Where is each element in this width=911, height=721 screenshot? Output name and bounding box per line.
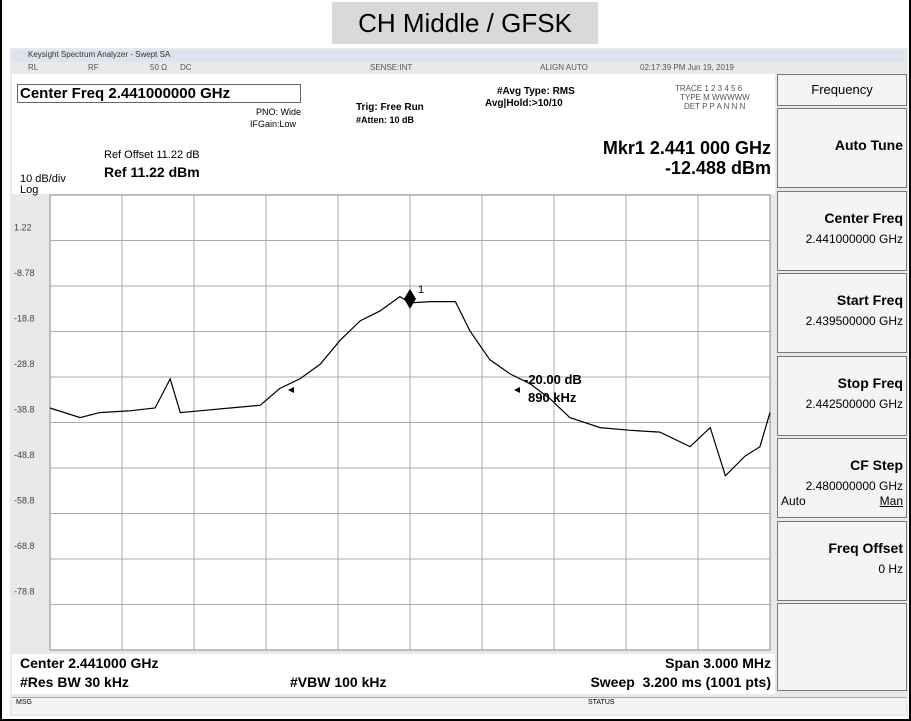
vbw: #VBW 100 kHz — [290, 674, 387, 690]
header-panel — [12, 74, 775, 194]
softkey-option: Man — [879, 494, 903, 508]
status-item: DC — [180, 63, 192, 72]
trace-row: TRACE 1 2 3 4 5 6 — [675, 84, 743, 93]
status-item: 02:17:39 PM Jun 19, 2019 — [640, 63, 734, 72]
y-tick-label: 1.22 — [14, 223, 32, 233]
softkey[interactable]: Freq Offset 0 Hz — [777, 520, 907, 601]
softkey[interactable]: CF Step 2.480000000 GHz Auto Man — [777, 438, 907, 518]
ref-offset: Ref Offset 11.22 dB — [104, 149, 200, 161]
marker-freq: Mkr1 2.441 000 GHz — [602, 138, 771, 158]
status-item: RL — [28, 63, 39, 72]
softkey-label: Freq Offset — [828, 539, 903, 556]
msg-bar — [12, 697, 906, 714]
y-tick-label: -58.8 — [14, 496, 35, 506]
footer-panel — [12, 654, 775, 694]
softkey-label: Stop Freq — [837, 374, 903, 391]
ndb-annotation: -20.00 dB — [524, 372, 582, 387]
y-tick-label: -18.8 — [14, 314, 35, 324]
softkey-option: Auto — [781, 494, 806, 508]
avg-type: #Avg Type: RMS — [497, 86, 575, 97]
y-tick-label: -78.8 — [14, 587, 35, 597]
msg: MSG — [16, 699, 32, 706]
window-bar — [12, 50, 906, 62]
status-item: SENSE:INT — [370, 63, 413, 72]
status-item: ALIGN AUTO — [540, 63, 588, 72]
y-tick-label: -48.8 — [14, 450, 35, 460]
ref-level: Ref 11.22 dBm — [104, 164, 200, 180]
trig: Trig: Free Run — [356, 102, 424, 113]
pno: PNO: Wide — [256, 107, 302, 117]
status-item: 50 Ω — [150, 63, 168, 72]
y-tick-label: -38.8 — [14, 405, 35, 415]
center-freq: Center Freq 2.441000000 GHz — [17, 84, 302, 103]
status-item: RF — [88, 63, 99, 72]
center: Center 2.441000 GHz — [20, 655, 159, 671]
softkey-value: 2.439500000 GHz — [805, 314, 903, 328]
softkey[interactable]: Stop Freq 2.442500000 GHz — [777, 355, 907, 436]
span: Span 3.000 MHz — [665, 655, 771, 671]
ndb-annotation: 890 kHz — [528, 390, 577, 405]
avg-hold: Avg|Hold:>10/10 — [485, 98, 563, 109]
softkey-value: 2.441000000 GHz — [805, 231, 903, 246]
softkey-value: 0 Hz — [878, 561, 903, 576]
marker — [404, 288, 416, 309]
marker-level: -12.488 dBm — [664, 158, 771, 178]
softkey-label: CF Step — [850, 457, 903, 473]
softkey-label: Auto Tune — [834, 137, 903, 153]
plot-area: 1.22 -8.78 -18.8 -28.8 -38.8 -48.8 -58.8 -68.8 -… — [14, 194, 771, 651]
det-row: DET P P A N N N — [684, 102, 746, 111]
log: Log — [20, 184, 39, 196]
status-label: STATUS — [588, 699, 615, 706]
softkey[interactable]: Start Freq 2.439500000 GHz — [777, 273, 907, 353]
window-title: Keysight Spectrum Analyzer - Swept SA — [28, 50, 171, 59]
softkey-value: 2.480000000 GHz — [805, 479, 903, 493]
sweep: Sweep 3.200 ms (1001 pts) — [590, 674, 771, 690]
scale: 10 dB/div — [20, 173, 66, 185]
softkey-value: 2.442500000 GHz — [805, 396, 903, 411]
ifgain: IFGain:Low — [250, 119, 297, 129]
ndb-marker — [288, 387, 294, 393]
y-tick-label: -8.78 — [14, 268, 35, 278]
softkey-blank — [777, 603, 907, 691]
ndb-marker — [514, 387, 520, 393]
softkey[interactable]: Center Freq 2.441000000 GHz — [777, 190, 907, 271]
y-tick-label: -68.8 — [14, 541, 35, 551]
softkey[interactable]: Auto Tune — [777, 108, 907, 188]
type-row: TYPE M WWWWW — [680, 93, 750, 102]
softkey-title-box: Frequency — [777, 74, 907, 106]
marker-label: 1 — [418, 284, 424, 296]
atten: #Atten: 10 dB — [356, 115, 415, 125]
rbw: #Res BW 30 kHz — [20, 674, 129, 690]
softkey-label: Center Freq — [824, 209, 903, 226]
y-tick-label: -28.8 — [14, 359, 35, 369]
softkey-label: Start Freq — [836, 292, 903, 308]
softkey-title: Frequency — [811, 82, 873, 97]
title: CH Middle / GFSK — [332, 2, 598, 44]
